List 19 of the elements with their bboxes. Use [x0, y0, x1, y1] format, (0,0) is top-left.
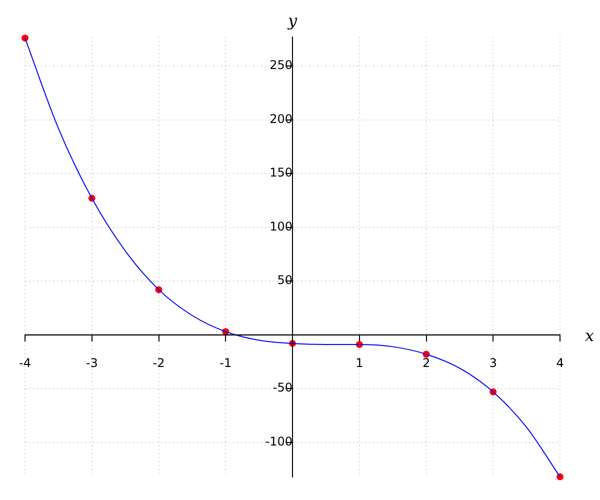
x-tick-label: 1 — [356, 356, 364, 370]
x-tick-label: -4 — [19, 356, 31, 370]
x-axis-title: x — [585, 326, 594, 346]
point — [22, 34, 28, 42]
x-tick-label: 2 — [422, 356, 430, 370]
y-tick-label: -100 — [265, 434, 292, 449]
y-tick-label: 100 — [270, 219, 292, 234]
x-tick-label: 3 — [489, 356, 497, 370]
y-tick-label: 250 — [270, 58, 292, 72]
y-tick-label: 150 — [270, 166, 292, 180]
x-tick-label: -1 — [220, 356, 232, 370]
y-tick-label: -50 — [272, 380, 292, 395]
y-axis-title: y — [286, 11, 298, 30]
y-tick-label: 200 — [270, 112, 292, 126]
x-tick-label: -3 — [86, 356, 98, 370]
y-tick-label: 50 — [277, 273, 292, 288]
point — [556, 473, 564, 480]
x-tick-label: -2 — [152, 356, 165, 370]
x-tick-label: 4 — [556, 356, 564, 370]
